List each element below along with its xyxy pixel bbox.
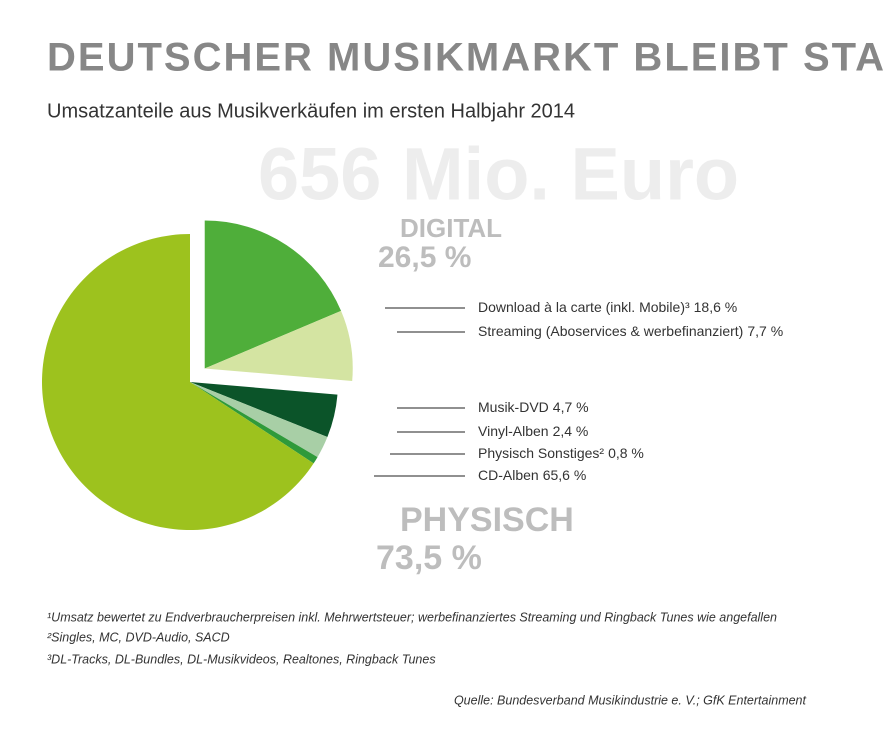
footnote: ¹Umsatz bewertet zu Endverbraucherpreise…: [47, 610, 777, 624]
footnote: ³DL-Tracks, DL-Bundles, DL-Musikvideos, …: [47, 652, 436, 666]
group-name: PHYSISCH: [400, 501, 574, 539]
slice-label: Physisch Sonstiges² 0,8 %: [478, 445, 644, 461]
pie-slice: [190, 382, 318, 464]
slice-label: Download à la carte (inkl. Mobile)³ 18,6 …: [478, 299, 737, 315]
group-value: 73,5 %: [376, 539, 482, 577]
category-label: Download à la carte (inkl. Mobile)³: [478, 299, 690, 315]
category-label: Streaming (Aboservices & werbefinanziert…: [478, 323, 743, 339]
slice-label: Streaming (Aboservices & werbefinanziert…: [478, 323, 783, 339]
value-label: 7,7 %: [747, 323, 783, 339]
category-label: Vinyl-Alben: [478, 423, 549, 439]
slice-label: Musik-DVD 4,7 %: [478, 399, 589, 415]
chart-title: DEUTSCHER MUSIKMARKT BLEIBT STABIL: [47, 36, 886, 80]
value-label: 65,6 %: [543, 467, 587, 483]
pie-slice: [204, 220, 342, 369]
category-label: Musik-DVD: [478, 399, 549, 415]
slice-label: Vinyl-Alben 2,4 %: [478, 423, 588, 439]
pie-slice: [204, 310, 353, 382]
pie-slice: [190, 382, 328, 458]
footnote: ²Singles, MC, DVD-Audio, SACD: [47, 630, 230, 644]
category-label: CD-Alben: [478, 467, 539, 483]
category-label: Physisch Sonstiges²: [478, 445, 604, 461]
group-value: 26,5 %: [378, 241, 471, 274]
slice-label: CD-Alben 65,6 %: [478, 467, 586, 483]
group-name: DIGITAL: [400, 213, 502, 243]
value-label: 0,8 %: [608, 445, 644, 461]
chart-subtitle: Umsatzanteile aus Musikverkäufen im erst…: [47, 100, 575, 122]
value-label: 2,4 %: [553, 423, 589, 439]
value-label: 4,7 %: [553, 399, 589, 415]
total-label: 656 Mio. Euro: [258, 133, 739, 216]
source: Quelle: Bundesverband Musikindustrie e. …: [454, 693, 807, 707]
pie-slice: [190, 382, 338, 438]
pie-slice: [41, 234, 314, 530]
value-label: 18,6 %: [694, 299, 738, 315]
